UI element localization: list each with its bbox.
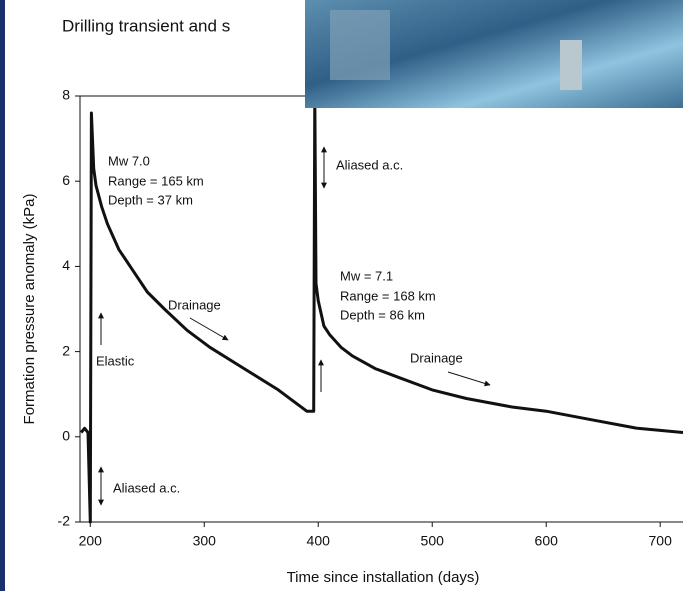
- y-axis-label: Formation pressure anomaly (kPa): [21, 194, 38, 425]
- chart-title: Drilling transient and s: [62, 16, 230, 35]
- x-tick-label: 500: [421, 533, 445, 549]
- x-tick-label: 700: [649, 533, 673, 549]
- photo-detail: [560, 40, 582, 90]
- annotation: Mw 7.0: [108, 153, 150, 168]
- y-tick-label: 4: [62, 257, 70, 273]
- y-tick-label: 6: [62, 172, 70, 188]
- annotation: Range = 165 km: [108, 173, 204, 188]
- annotation: Range = 168 km: [340, 288, 436, 303]
- slide-border: [0, 0, 5, 591]
- y-tick-label: 2: [62, 342, 70, 358]
- y-tick-label: 8: [62, 87, 70, 103]
- x-axis-label: Time since installation (days): [287, 569, 480, 586]
- x-tick-label: 200: [79, 533, 103, 549]
- annotation: Elastic: [96, 353, 135, 368]
- chart: Drilling transient and s -2 0 2 4 6 8 200 300 40…: [0, 0, 683, 591]
- annotation: Depth = 86 km: [340, 307, 425, 322]
- annotation: Drainage: [168, 297, 221, 312]
- page: {"chart_data": {"type": "line", "title":…: [0, 0, 683, 591]
- x-tick-label: 300: [193, 533, 217, 549]
- x-tick-label: 400: [307, 533, 331, 549]
- annotation: Depth = 37 km: [108, 192, 193, 207]
- annotations: Mw 7.0 Range = 165 km Depth = 37 km Elas…: [96, 147, 490, 505]
- annotation: Drainage: [410, 350, 463, 365]
- y-tick-label: -2: [58, 513, 71, 529]
- x-tick-label: 600: [535, 533, 559, 549]
- arrow: [448, 372, 490, 385]
- photo-detail: [330, 10, 390, 80]
- annotation: Mw = 7.1: [340, 268, 393, 283]
- y-tick-label: 0: [62, 428, 70, 444]
- annotation: Aliased a.c.: [113, 480, 180, 495]
- annotation: Aliased a.c.: [336, 157, 403, 172]
